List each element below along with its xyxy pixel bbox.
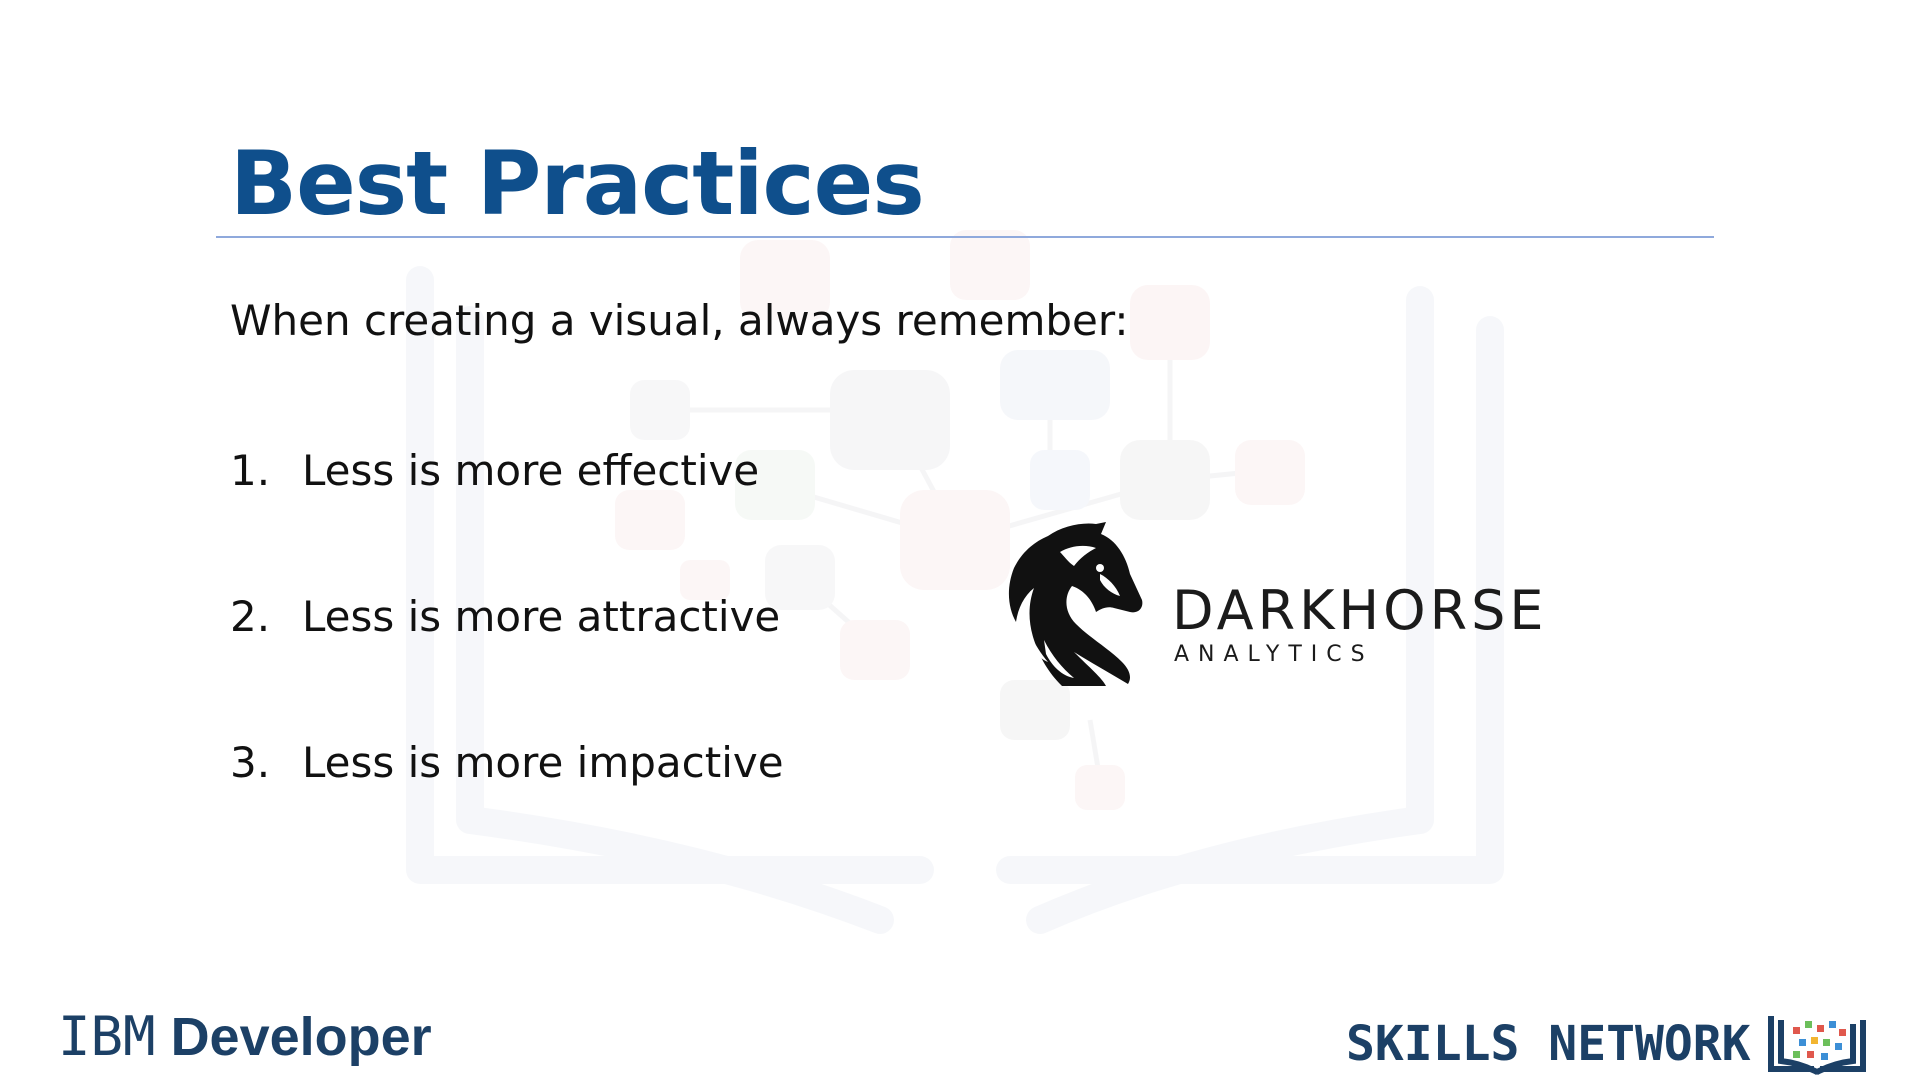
ibm-logo-word: Developer bbox=[170, 1007, 432, 1067]
list-item: 2. Less is more attractive bbox=[230, 596, 780, 638]
list-item-number: 2. bbox=[230, 592, 271, 641]
list-item-number: 1. bbox=[230, 446, 271, 495]
list-item: 3. Less is more impactive bbox=[230, 742, 784, 784]
skills-network-wordmark: SKILLS NETWORK bbox=[1346, 1016, 1751, 1072]
horse-head-icon bbox=[1008, 522, 1143, 686]
darkhorse-subtitle: ANALYTICS bbox=[1174, 642, 1374, 667]
skills-network-logo: SKILLS NETWORK bbox=[1346, 1012, 1869, 1076]
intro-text: When creating a visual, always remember: bbox=[230, 296, 1129, 345]
open-book-network-icon bbox=[1767, 1016, 1866, 1075]
title-underline bbox=[216, 236, 1714, 238]
list-item-text: Less is more attractive bbox=[302, 592, 781, 641]
darkhorse-wordmark: DARKHORSE bbox=[1172, 579, 1548, 642]
ibm-developer-logo: IBM Developer bbox=[58, 1007, 432, 1067]
list-item-text: Less is more effective bbox=[302, 446, 760, 495]
list-item: 1. Less is more effective bbox=[230, 450, 759, 492]
list-item-number: 3. bbox=[230, 738, 271, 787]
darkhorse-analytics-logo: DARKHORSE ANALYTICS bbox=[1004, 522, 1644, 686]
slide-title: Best Practices bbox=[230, 132, 925, 235]
ibm-logo-brand: IBM bbox=[58, 1005, 156, 1068]
list-item-text: Less is more impactive bbox=[302, 738, 784, 787]
